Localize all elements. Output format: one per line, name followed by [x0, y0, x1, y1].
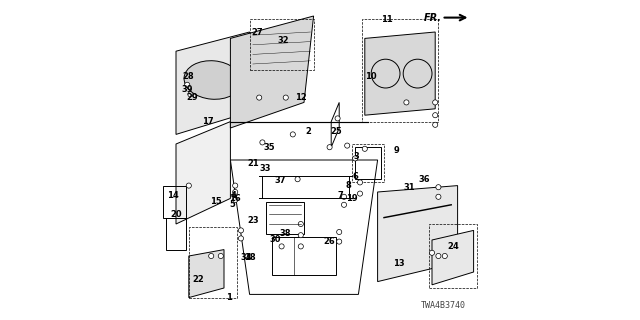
- Bar: [272, 237, 336, 275]
- Text: 29: 29: [186, 93, 198, 102]
- Circle shape: [327, 145, 332, 150]
- Text: 19: 19: [346, 194, 358, 203]
- Circle shape: [209, 253, 214, 259]
- Text: 15: 15: [210, 197, 222, 206]
- Text: 18: 18: [244, 253, 255, 262]
- Text: 33: 33: [260, 164, 271, 172]
- Bar: [250, 19, 314, 70]
- Text: 30: 30: [269, 236, 281, 244]
- Circle shape: [429, 250, 435, 255]
- Circle shape: [290, 132, 295, 137]
- Text: 31: 31: [404, 183, 415, 192]
- Circle shape: [218, 253, 223, 259]
- Text: 28: 28: [182, 72, 194, 81]
- Text: 25: 25: [330, 127, 342, 136]
- Circle shape: [344, 143, 349, 148]
- Bar: [429, 224, 477, 288]
- Circle shape: [283, 95, 288, 100]
- Circle shape: [298, 233, 303, 238]
- Text: 32: 32: [277, 36, 289, 44]
- Circle shape: [353, 156, 358, 161]
- Text: 5: 5: [229, 200, 235, 209]
- Text: 22: 22: [193, 276, 204, 284]
- Text: 11: 11: [381, 15, 393, 24]
- Text: 9: 9: [394, 146, 399, 155]
- Polygon shape: [378, 186, 458, 282]
- Bar: [355, 147, 381, 179]
- Bar: [352, 144, 384, 182]
- Text: 14: 14: [167, 191, 179, 200]
- Text: FR.: FR.: [424, 12, 442, 23]
- Circle shape: [260, 140, 265, 145]
- Text: 13: 13: [392, 260, 404, 268]
- Circle shape: [186, 183, 191, 188]
- Polygon shape: [176, 122, 230, 224]
- Circle shape: [279, 244, 284, 249]
- Text: 21: 21: [247, 159, 259, 168]
- Circle shape: [357, 180, 362, 185]
- Circle shape: [239, 236, 244, 241]
- Circle shape: [433, 122, 438, 127]
- Bar: [362, 19, 438, 122]
- Bar: [266, 202, 304, 234]
- Circle shape: [404, 100, 409, 105]
- Text: 17: 17: [202, 117, 214, 126]
- Circle shape: [233, 183, 238, 188]
- Circle shape: [298, 221, 303, 227]
- Text: 35: 35: [263, 143, 275, 152]
- Circle shape: [342, 194, 347, 199]
- Text: 38: 38: [279, 229, 291, 238]
- Polygon shape: [189, 250, 224, 298]
- Circle shape: [335, 116, 340, 121]
- Circle shape: [233, 197, 238, 203]
- Text: 20: 20: [171, 210, 182, 219]
- Text: 23: 23: [247, 216, 259, 225]
- Circle shape: [298, 244, 303, 249]
- Text: 8: 8: [346, 181, 351, 190]
- Text: 10: 10: [365, 72, 377, 81]
- Circle shape: [233, 189, 238, 195]
- Text: 39: 39: [182, 85, 193, 94]
- Text: 3: 3: [354, 152, 360, 161]
- Circle shape: [257, 95, 262, 100]
- Text: 26: 26: [324, 237, 335, 246]
- Text: 16: 16: [229, 194, 241, 203]
- Circle shape: [295, 177, 300, 182]
- Text: 6: 6: [352, 172, 358, 180]
- Text: 27: 27: [252, 28, 264, 36]
- Text: 12: 12: [295, 93, 307, 102]
- Text: 2: 2: [306, 127, 312, 136]
- Bar: [166, 218, 186, 250]
- Polygon shape: [230, 16, 314, 128]
- Text: 1: 1: [226, 293, 232, 302]
- Polygon shape: [365, 32, 435, 115]
- Polygon shape: [176, 32, 250, 134]
- Text: 36: 36: [418, 175, 430, 184]
- Circle shape: [433, 100, 438, 105]
- Polygon shape: [432, 230, 474, 285]
- Circle shape: [433, 113, 438, 118]
- Ellipse shape: [184, 61, 241, 99]
- Text: 7: 7: [338, 191, 344, 200]
- Circle shape: [442, 253, 447, 259]
- Circle shape: [436, 194, 441, 199]
- Text: 4: 4: [230, 191, 237, 200]
- Circle shape: [337, 229, 342, 235]
- Text: 34: 34: [241, 253, 252, 262]
- Circle shape: [188, 92, 193, 97]
- Circle shape: [342, 202, 347, 207]
- Text: 24: 24: [447, 242, 459, 251]
- Circle shape: [436, 253, 441, 259]
- Circle shape: [337, 239, 342, 244]
- Bar: [189, 227, 237, 298]
- Circle shape: [362, 146, 367, 151]
- Circle shape: [436, 185, 441, 190]
- Bar: [163, 186, 186, 218]
- Text: TWA4B3740: TWA4B3740: [420, 301, 466, 310]
- Circle shape: [357, 191, 362, 196]
- Text: 37: 37: [275, 176, 285, 185]
- Circle shape: [184, 82, 189, 87]
- Circle shape: [239, 228, 244, 233]
